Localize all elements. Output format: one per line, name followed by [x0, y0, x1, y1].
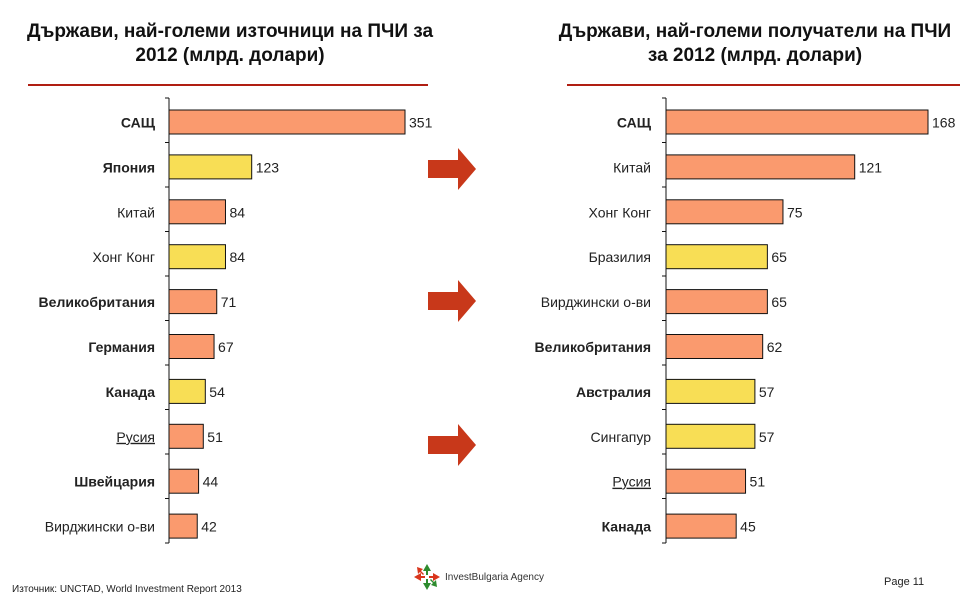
data-label: 65	[771, 249, 787, 265]
data-label: 121	[859, 159, 883, 175]
right-arrow-icon	[428, 280, 476, 322]
bar	[665, 199, 784, 225]
category-label: Русия	[612, 474, 651, 490]
data-label: 123	[256, 159, 280, 175]
category-label: Хонг Конг	[589, 204, 651, 220]
data-label: 84	[229, 249, 245, 265]
bar	[168, 154, 253, 180]
left-bar-chart: 351 САЩ 123 Япония 84 Китай 84 Хонг Конг 71 Велик…	[39, 97, 433, 544]
data-label: 45	[740, 519, 756, 535]
bar	[665, 423, 756, 449]
bar	[665, 154, 856, 180]
bar	[168, 423, 204, 449]
data-label: 62	[767, 339, 783, 355]
category-label: САЩ	[617, 115, 652, 131]
bar	[665, 109, 929, 135]
data-label: 42	[201, 519, 217, 535]
data-label: 168	[932, 115, 956, 131]
bar	[168, 378, 206, 404]
bar	[168, 289, 218, 315]
data-label: 57	[759, 429, 775, 445]
category-label: Китай	[117, 204, 155, 220]
category-label: Канада	[602, 519, 652, 535]
category-label: Швейцария	[74, 474, 155, 490]
data-label: 57	[759, 384, 775, 400]
data-label: 65	[771, 294, 787, 310]
data-label: 54	[209, 384, 225, 400]
data-label: 44	[203, 474, 219, 490]
data-label: 71	[221, 294, 237, 310]
category-label: Китай	[613, 159, 651, 175]
category-label: Канада	[106, 384, 156, 400]
bar	[665, 244, 768, 270]
category-label: Русия	[116, 429, 155, 445]
bar	[665, 468, 747, 494]
bar	[665, 289, 768, 315]
category-label: Сингапур	[591, 429, 652, 445]
left-chart-title: Държави, най-големи източници на ПЧИ за …	[26, 21, 434, 66]
category-label: САЩ	[121, 115, 156, 131]
category-label: Бразилия	[589, 249, 651, 265]
category-label: Австралия	[576, 384, 651, 400]
page-number: Page 11	[884, 576, 925, 588]
bar	[168, 244, 226, 270]
right-title-divider	[567, 84, 960, 86]
right-arrow-icon	[428, 424, 476, 466]
right-arrow-icon	[428, 148, 476, 190]
left-title-divider	[28, 84, 428, 86]
category-label: Хонг Конг	[93, 249, 155, 265]
bar	[665, 334, 764, 359]
investbulgaria-logo: InvestBulgaria Agency	[412, 562, 544, 592]
bar	[168, 334, 215, 359]
charts-canvas: 351 САЩ 123 Япония 84 Китай 84 Хонг Конг 71 Велик…	[39, 97, 956, 544]
data-label: 51	[207, 429, 223, 445]
logo-icon	[414, 564, 440, 590]
bar	[168, 513, 198, 539]
data-label: 84	[229, 204, 245, 220]
category-label: Вирджински о-ви	[45, 519, 155, 535]
bar	[168, 109, 406, 135]
bar	[168, 199, 226, 225]
category-label: Япония	[103, 159, 155, 175]
logo-text: InvestBulgaria Agency	[445, 571, 544, 583]
bar	[665, 513, 737, 539]
source-note: Източник: UNCTAD, World Investment Repor…	[12, 584, 242, 595]
category-label: Вирджински о-ви	[541, 294, 651, 310]
right-bar-chart: 168 САЩ 121 Китай 75 Хонг Конг 65 Бразилия 65 Вир…	[535, 97, 956, 544]
bar	[665, 378, 756, 404]
data-label: 351	[409, 115, 433, 131]
category-label: Германия	[88, 339, 155, 355]
data-label: 51	[750, 474, 766, 490]
category-label: Великобритания	[39, 294, 155, 310]
right-chart-title: Държави, най-големи получатели на ПЧИ за…	[558, 21, 952, 66]
data-label: 67	[218, 339, 234, 355]
bar	[168, 468, 200, 494]
data-label: 75	[787, 204, 803, 220]
category-label: Великобритания	[535, 339, 651, 355]
